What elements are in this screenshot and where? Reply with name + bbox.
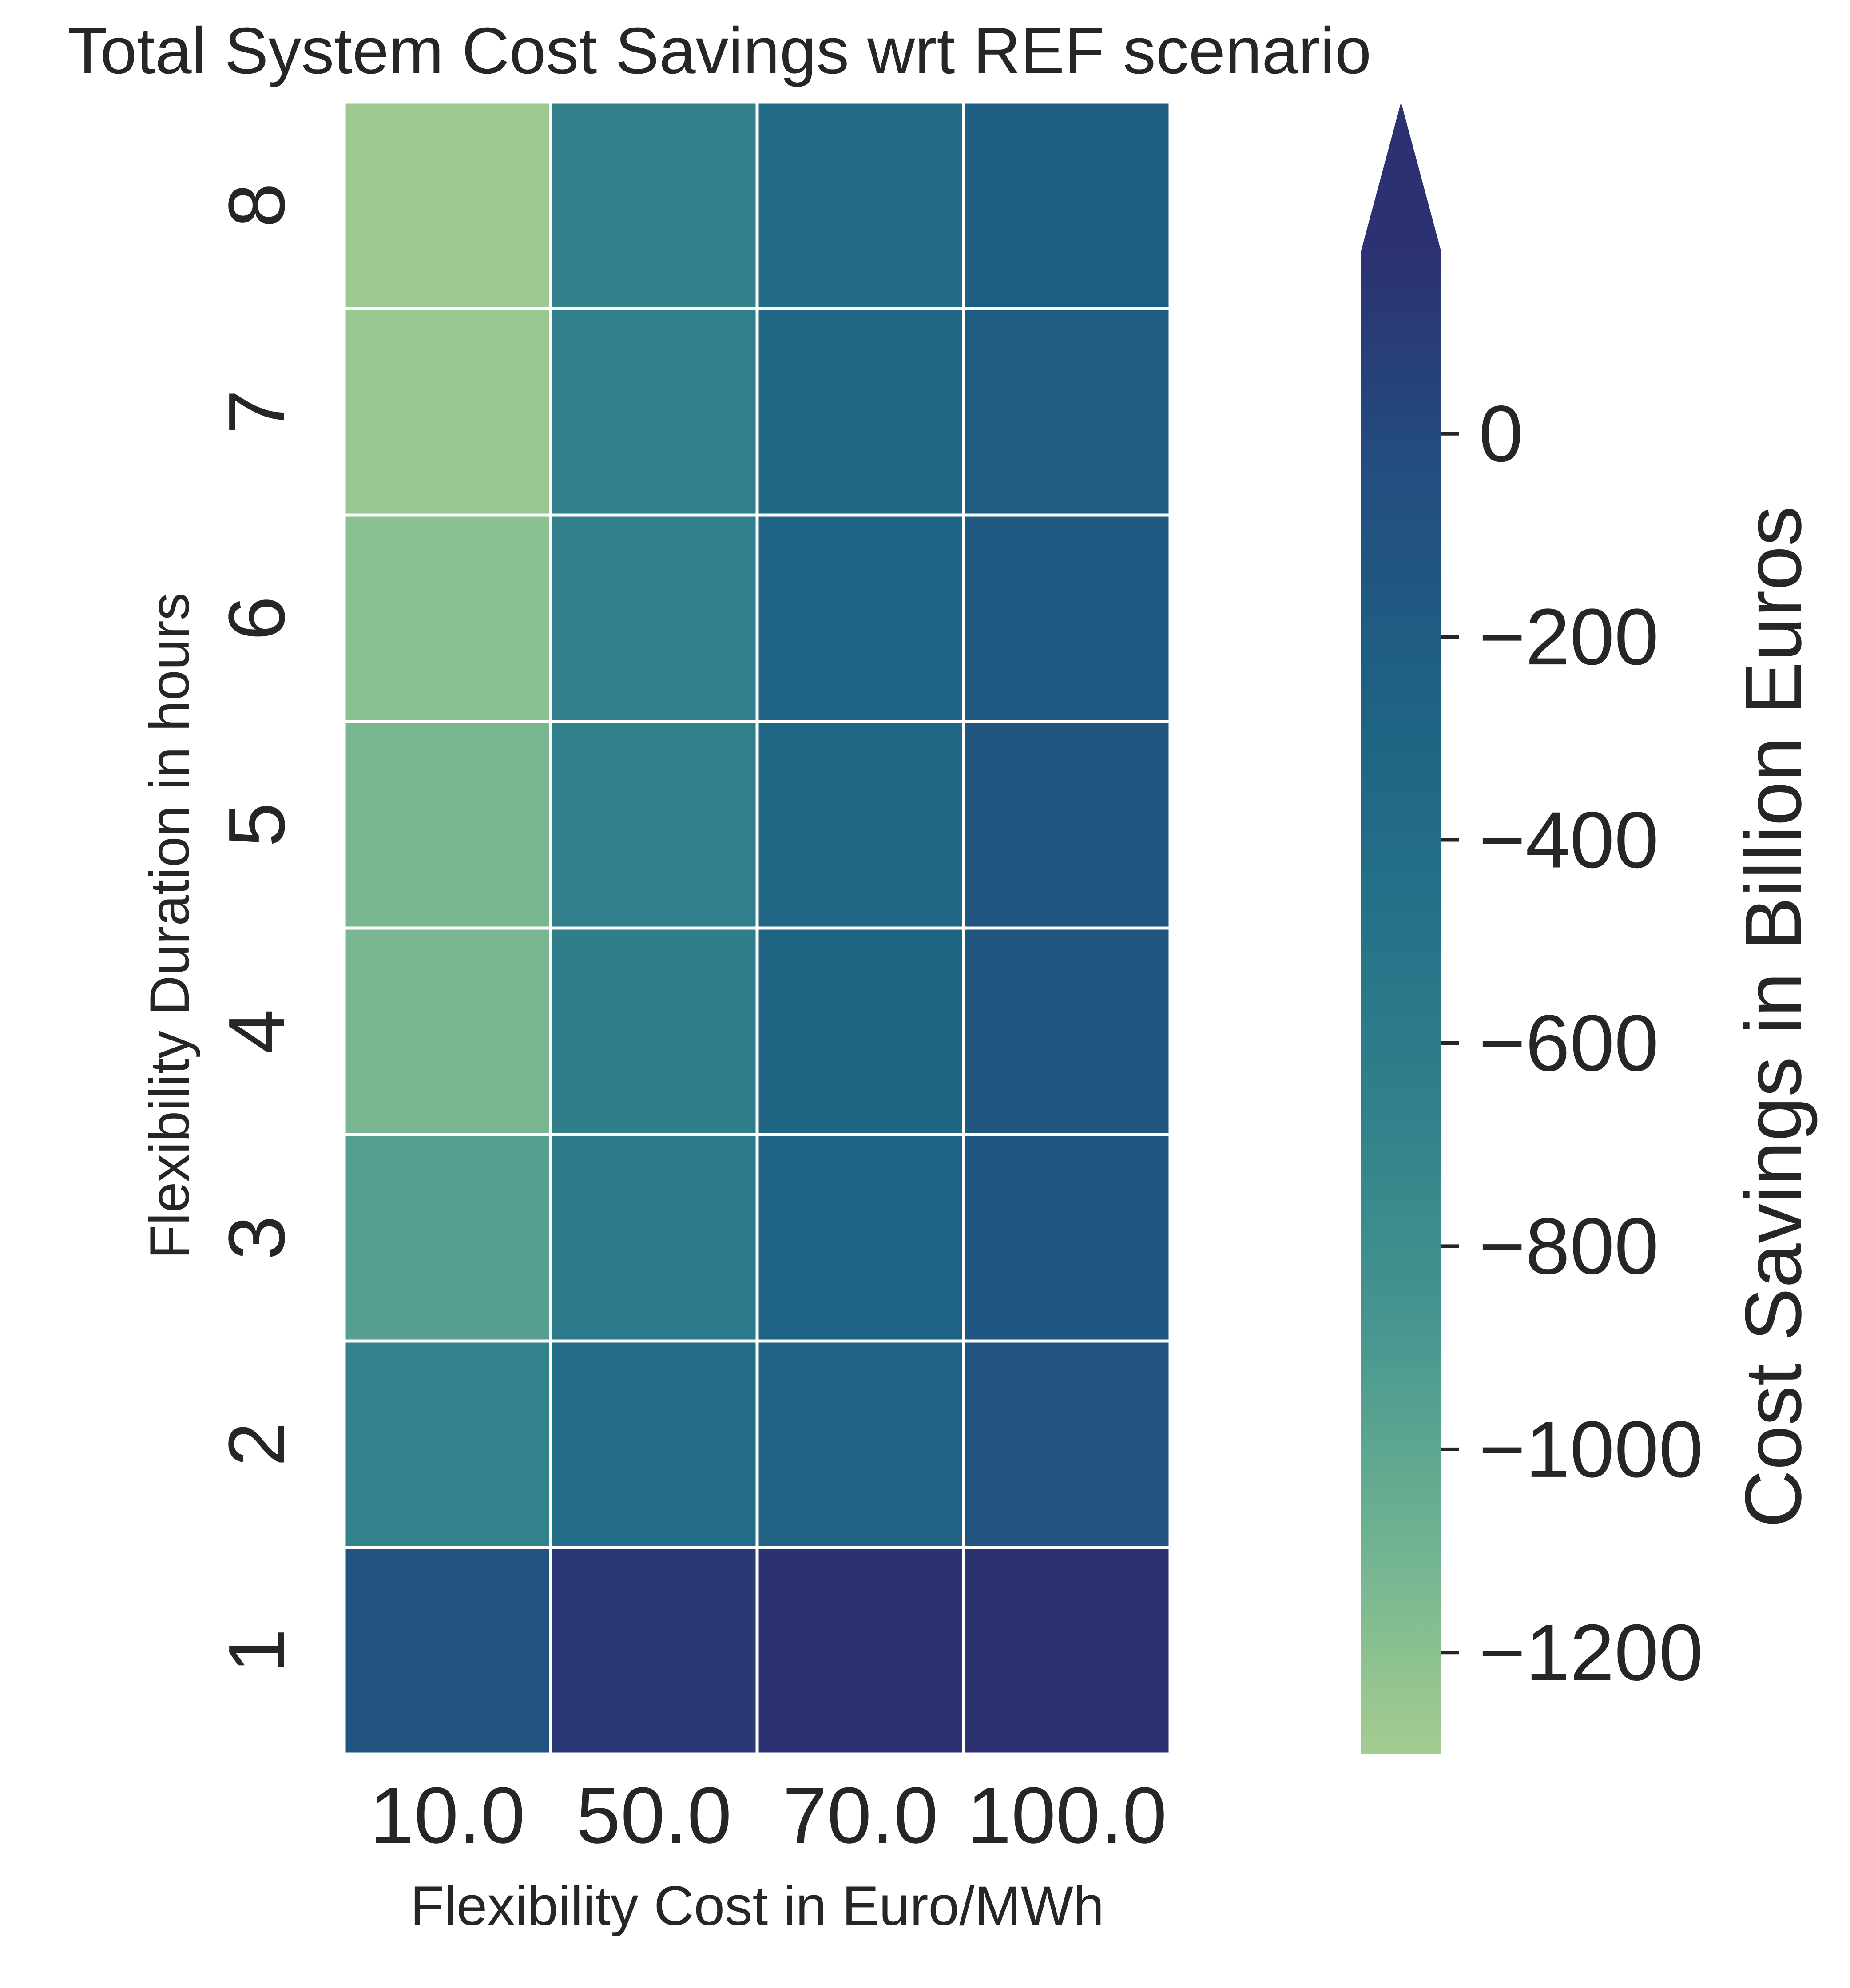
heatmap-cell [549, 307, 759, 517]
heatmap-cell [755, 1339, 965, 1549]
y-axis-label: Flexibility Duration in hours [139, 593, 201, 1259]
x-tick-label: 10.0 [369, 1771, 525, 1860]
heatmap-cell [342, 720, 552, 930]
y-tick-label: 8 [212, 183, 302, 227]
colorbar-tick-label: −1000 [1479, 1405, 1703, 1494]
heatmap-cell [755, 307, 965, 517]
y-tick-label: 4 [212, 1009, 302, 1053]
heatmap-cell [342, 1339, 552, 1549]
y-tick-labels: 8 7 6 5 4 3 2 1 [212, 183, 302, 1673]
heatmap-cell [549, 513, 759, 723]
heatmap-cell [755, 926, 965, 1136]
heatmap-cell [755, 1133, 965, 1343]
heatmap-cell [342, 926, 552, 1136]
heatmap-cells [342, 100, 1172, 1756]
heatmap-cell [342, 100, 552, 310]
x-tick-label: 70.0 [782, 1771, 938, 1860]
heatmap-cell [549, 720, 759, 930]
x-axis-label: Flexibility Cost in Euro/MWh [410, 1875, 1104, 1937]
heatmap-cell [755, 100, 965, 310]
heatmap-cell [549, 1546, 759, 1756]
y-tick-label: 1 [212, 1628, 302, 1673]
heatmap-cell [962, 513, 1172, 723]
y-tick-label: 2 [212, 1422, 302, 1466]
colorbar-extend-arrow [1361, 102, 1441, 251]
heatmap-cell [342, 513, 552, 723]
heatmap-cell [962, 100, 1172, 310]
heatmap-cell [962, 307, 1172, 517]
y-tick-label: 3 [212, 1215, 302, 1260]
heatmap-cell [962, 1546, 1172, 1756]
heatmap-cell [549, 100, 759, 310]
heatmap-cell [342, 307, 552, 517]
x-tick-label: 50.0 [576, 1771, 731, 1860]
heatmap-cell [342, 1133, 552, 1343]
colorbar [1361, 251, 1441, 1754]
heatmap-cell [962, 720, 1172, 930]
heatmap-cell [755, 720, 965, 930]
colorbar-tick-label: 0 [1479, 389, 1523, 479]
heatmap-cell [755, 1546, 965, 1756]
colorbar-label: Cost Savings in Billion Euros [1729, 506, 1818, 1528]
colorbar-tick-label: −1200 [1479, 1608, 1703, 1697]
y-tick-label: 5 [212, 802, 302, 847]
heatmap-cell [549, 1339, 759, 1549]
x-tick-labels: 10.0 50.0 70.0 100.0 [369, 1771, 1167, 1860]
heatmap-cell [549, 1133, 759, 1343]
colorbar-tick-label: −400 [1479, 796, 1659, 885]
heatmap-cell [342, 1546, 552, 1756]
heatmap-cell [962, 926, 1172, 1136]
colorbar-ticks: 0 −200 −400 −600 −800 −1000 −1200 [1441, 389, 1703, 1697]
heatmap-cell [549, 926, 759, 1136]
x-tick-label: 100.0 [967, 1771, 1167, 1860]
y-tick-label: 7 [212, 389, 302, 434]
chart-title: Total System Cost Savings wrt REF scenar… [67, 14, 1371, 87]
colorbar-tick-label: −800 [1479, 1202, 1659, 1291]
colorbar-tick-label: −200 [1479, 592, 1659, 682]
heatmap-cell [962, 1339, 1172, 1549]
y-tick-label: 6 [212, 596, 302, 640]
heatmap-cell [962, 1133, 1172, 1343]
heatmap-cell [755, 513, 965, 723]
colorbar-tick-label: −600 [1479, 999, 1659, 1088]
